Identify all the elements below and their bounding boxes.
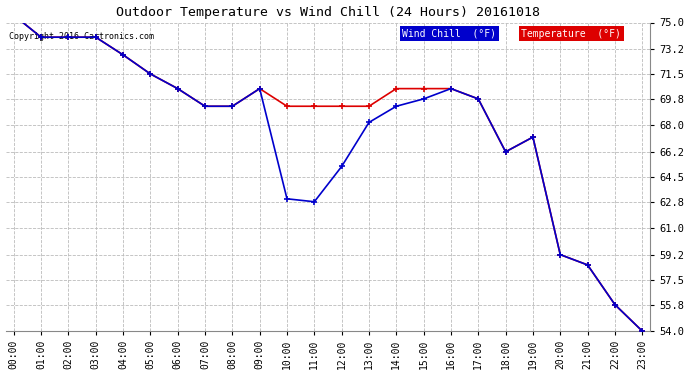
Text: Copyright 2016 Cartronics.com: Copyright 2016 Cartronics.com [9,32,154,41]
Text: Temperature  (°F): Temperature (°F) [522,28,621,39]
Text: Wind Chill  (°F): Wind Chill (°F) [402,28,496,39]
Title: Outdoor Temperature vs Wind Chill (24 Hours) 20161018: Outdoor Temperature vs Wind Chill (24 Ho… [116,6,540,18]
